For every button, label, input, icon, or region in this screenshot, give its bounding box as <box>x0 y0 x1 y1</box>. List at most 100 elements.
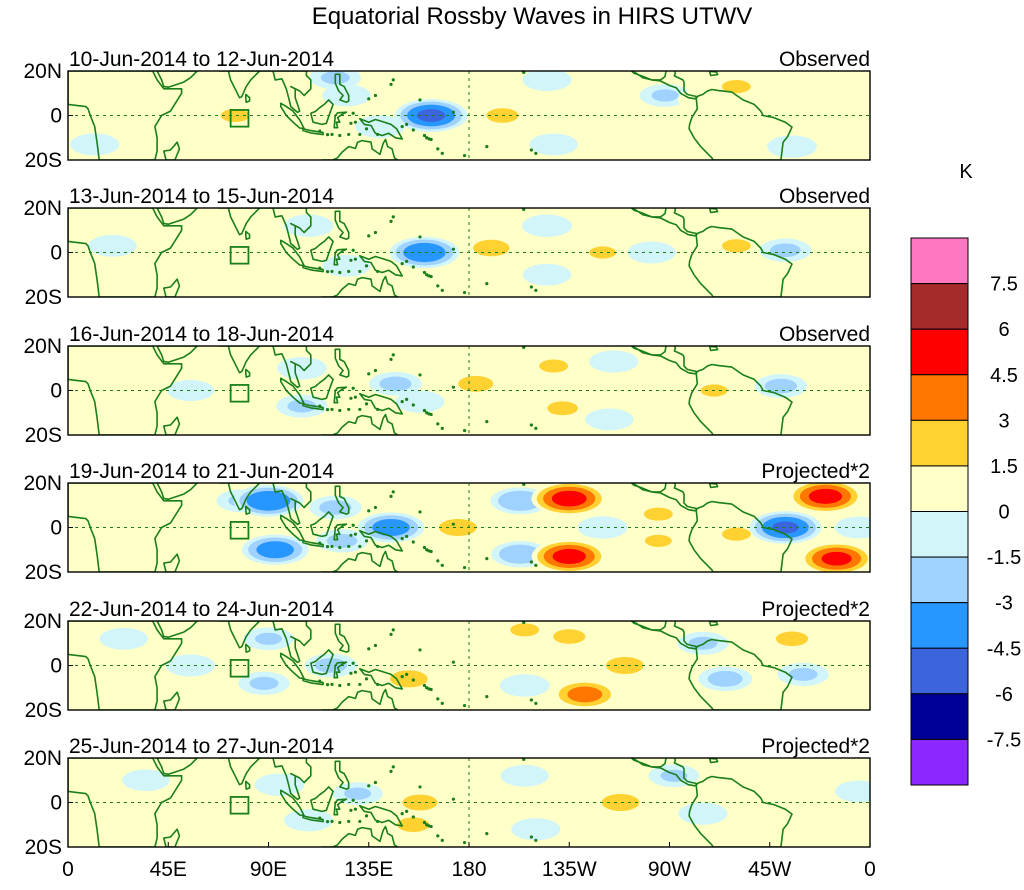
island <box>325 408 330 412</box>
anomaly-17 <box>70 133 120 156</box>
x-tick-label: 135E <box>344 858 393 881</box>
island <box>338 820 342 825</box>
coastline <box>630 208 699 237</box>
island <box>391 765 395 769</box>
coastline <box>68 71 183 160</box>
colorbar-level-label: 4.5 <box>990 365 1018 387</box>
anomaly-10 <box>542 624 596 649</box>
coastline <box>156 71 198 88</box>
anomaly-8 <box>499 621 551 642</box>
island <box>353 395 357 399</box>
island <box>438 573 441 576</box>
colorbar-level-label: -4.5 <box>987 638 1021 660</box>
island <box>429 412 433 417</box>
island <box>400 125 404 129</box>
coastline <box>163 828 181 847</box>
anomaly-17 <box>834 654 870 677</box>
anomaly-5 <box>395 390 445 413</box>
island <box>400 400 404 404</box>
coastline <box>688 500 793 572</box>
island <box>391 628 395 632</box>
anomaly-field <box>70 71 870 158</box>
x-tick-label: 90W <box>648 858 691 881</box>
colorbar-level-label: 6 <box>998 319 1009 341</box>
coastline <box>334 210 350 240</box>
anomaly-band <box>167 379 215 402</box>
x-tick-label: 135W <box>542 858 597 881</box>
x-tick-label: 45W <box>748 858 791 881</box>
coastline <box>699 621 704 622</box>
anomaly-band <box>834 516 870 539</box>
coastline <box>334 485 350 515</box>
island <box>429 274 433 279</box>
island <box>400 537 404 541</box>
anomaly-9 <box>511 818 561 841</box>
island <box>485 282 489 286</box>
anomaly-5 <box>233 484 304 517</box>
island <box>349 258 353 262</box>
anomaly-band <box>547 401 578 416</box>
anomaly-band <box>111 539 158 561</box>
island <box>376 682 380 687</box>
anomaly-7 <box>387 812 440 837</box>
colorbar-units-label: K <box>959 161 973 183</box>
colorbar-swatch <box>910 511 969 558</box>
anomaly-band <box>254 773 305 796</box>
coastline <box>163 141 181 160</box>
island <box>364 402 369 406</box>
coastline <box>688 775 793 847</box>
coastline <box>521 208 526 211</box>
island <box>338 408 342 413</box>
island <box>367 647 371 651</box>
panel-kind: Observed <box>779 185 870 208</box>
island <box>338 270 342 275</box>
coastline <box>630 346 699 375</box>
anomaly-14 <box>790 809 839 832</box>
island <box>373 368 378 373</box>
anomaly-band <box>522 263 572 286</box>
colorbar-swatch <box>910 556 969 604</box>
island <box>358 819 362 824</box>
island <box>438 436 441 439</box>
island <box>391 78 395 82</box>
island <box>364 814 369 818</box>
y-tick-label: 0 <box>50 655 62 678</box>
anomaly-13 <box>802 366 849 388</box>
coastline <box>521 758 526 761</box>
anomaly-14 <box>678 88 728 112</box>
anomaly-6 <box>241 534 309 565</box>
anomaly-3 <box>254 773 305 796</box>
coastline <box>218 758 312 801</box>
island <box>389 219 393 223</box>
colorbar-swatch <box>910 647 969 695</box>
island <box>391 215 395 219</box>
island <box>338 133 342 138</box>
panel-5: 20N 0 20S 22-Jun-2014 to 24-Jun-2014 Project… <box>23 598 871 722</box>
coastline <box>218 208 312 251</box>
island <box>325 683 330 687</box>
panel-kind: Observed <box>779 48 870 71</box>
island <box>411 815 415 819</box>
coastline <box>310 99 334 126</box>
anomaly-20 <box>787 483 863 514</box>
coastline <box>310 236 334 263</box>
coastline <box>708 208 719 214</box>
island <box>436 422 440 426</box>
panel-kind: Projected*2 <box>761 460 870 483</box>
anomaly-15 <box>835 780 870 803</box>
coastline <box>359 805 403 827</box>
anomaly-band <box>220 108 250 123</box>
anomaly-band <box>802 366 849 388</box>
panel-stack: 20N 0 20S 10-Jun-2014 to 12-Jun-2014 Observe… <box>23 48 871 859</box>
island <box>411 678 415 682</box>
panel-period: 22-Jun-2014 to 24-Jun-2014 <box>69 598 334 621</box>
island <box>351 111 355 115</box>
island <box>438 298 441 301</box>
target-region-box <box>229 659 250 678</box>
island <box>529 835 533 839</box>
coastline <box>688 88 793 160</box>
island <box>389 494 393 498</box>
island <box>351 523 355 527</box>
coastline <box>688 363 793 435</box>
island <box>534 151 538 155</box>
